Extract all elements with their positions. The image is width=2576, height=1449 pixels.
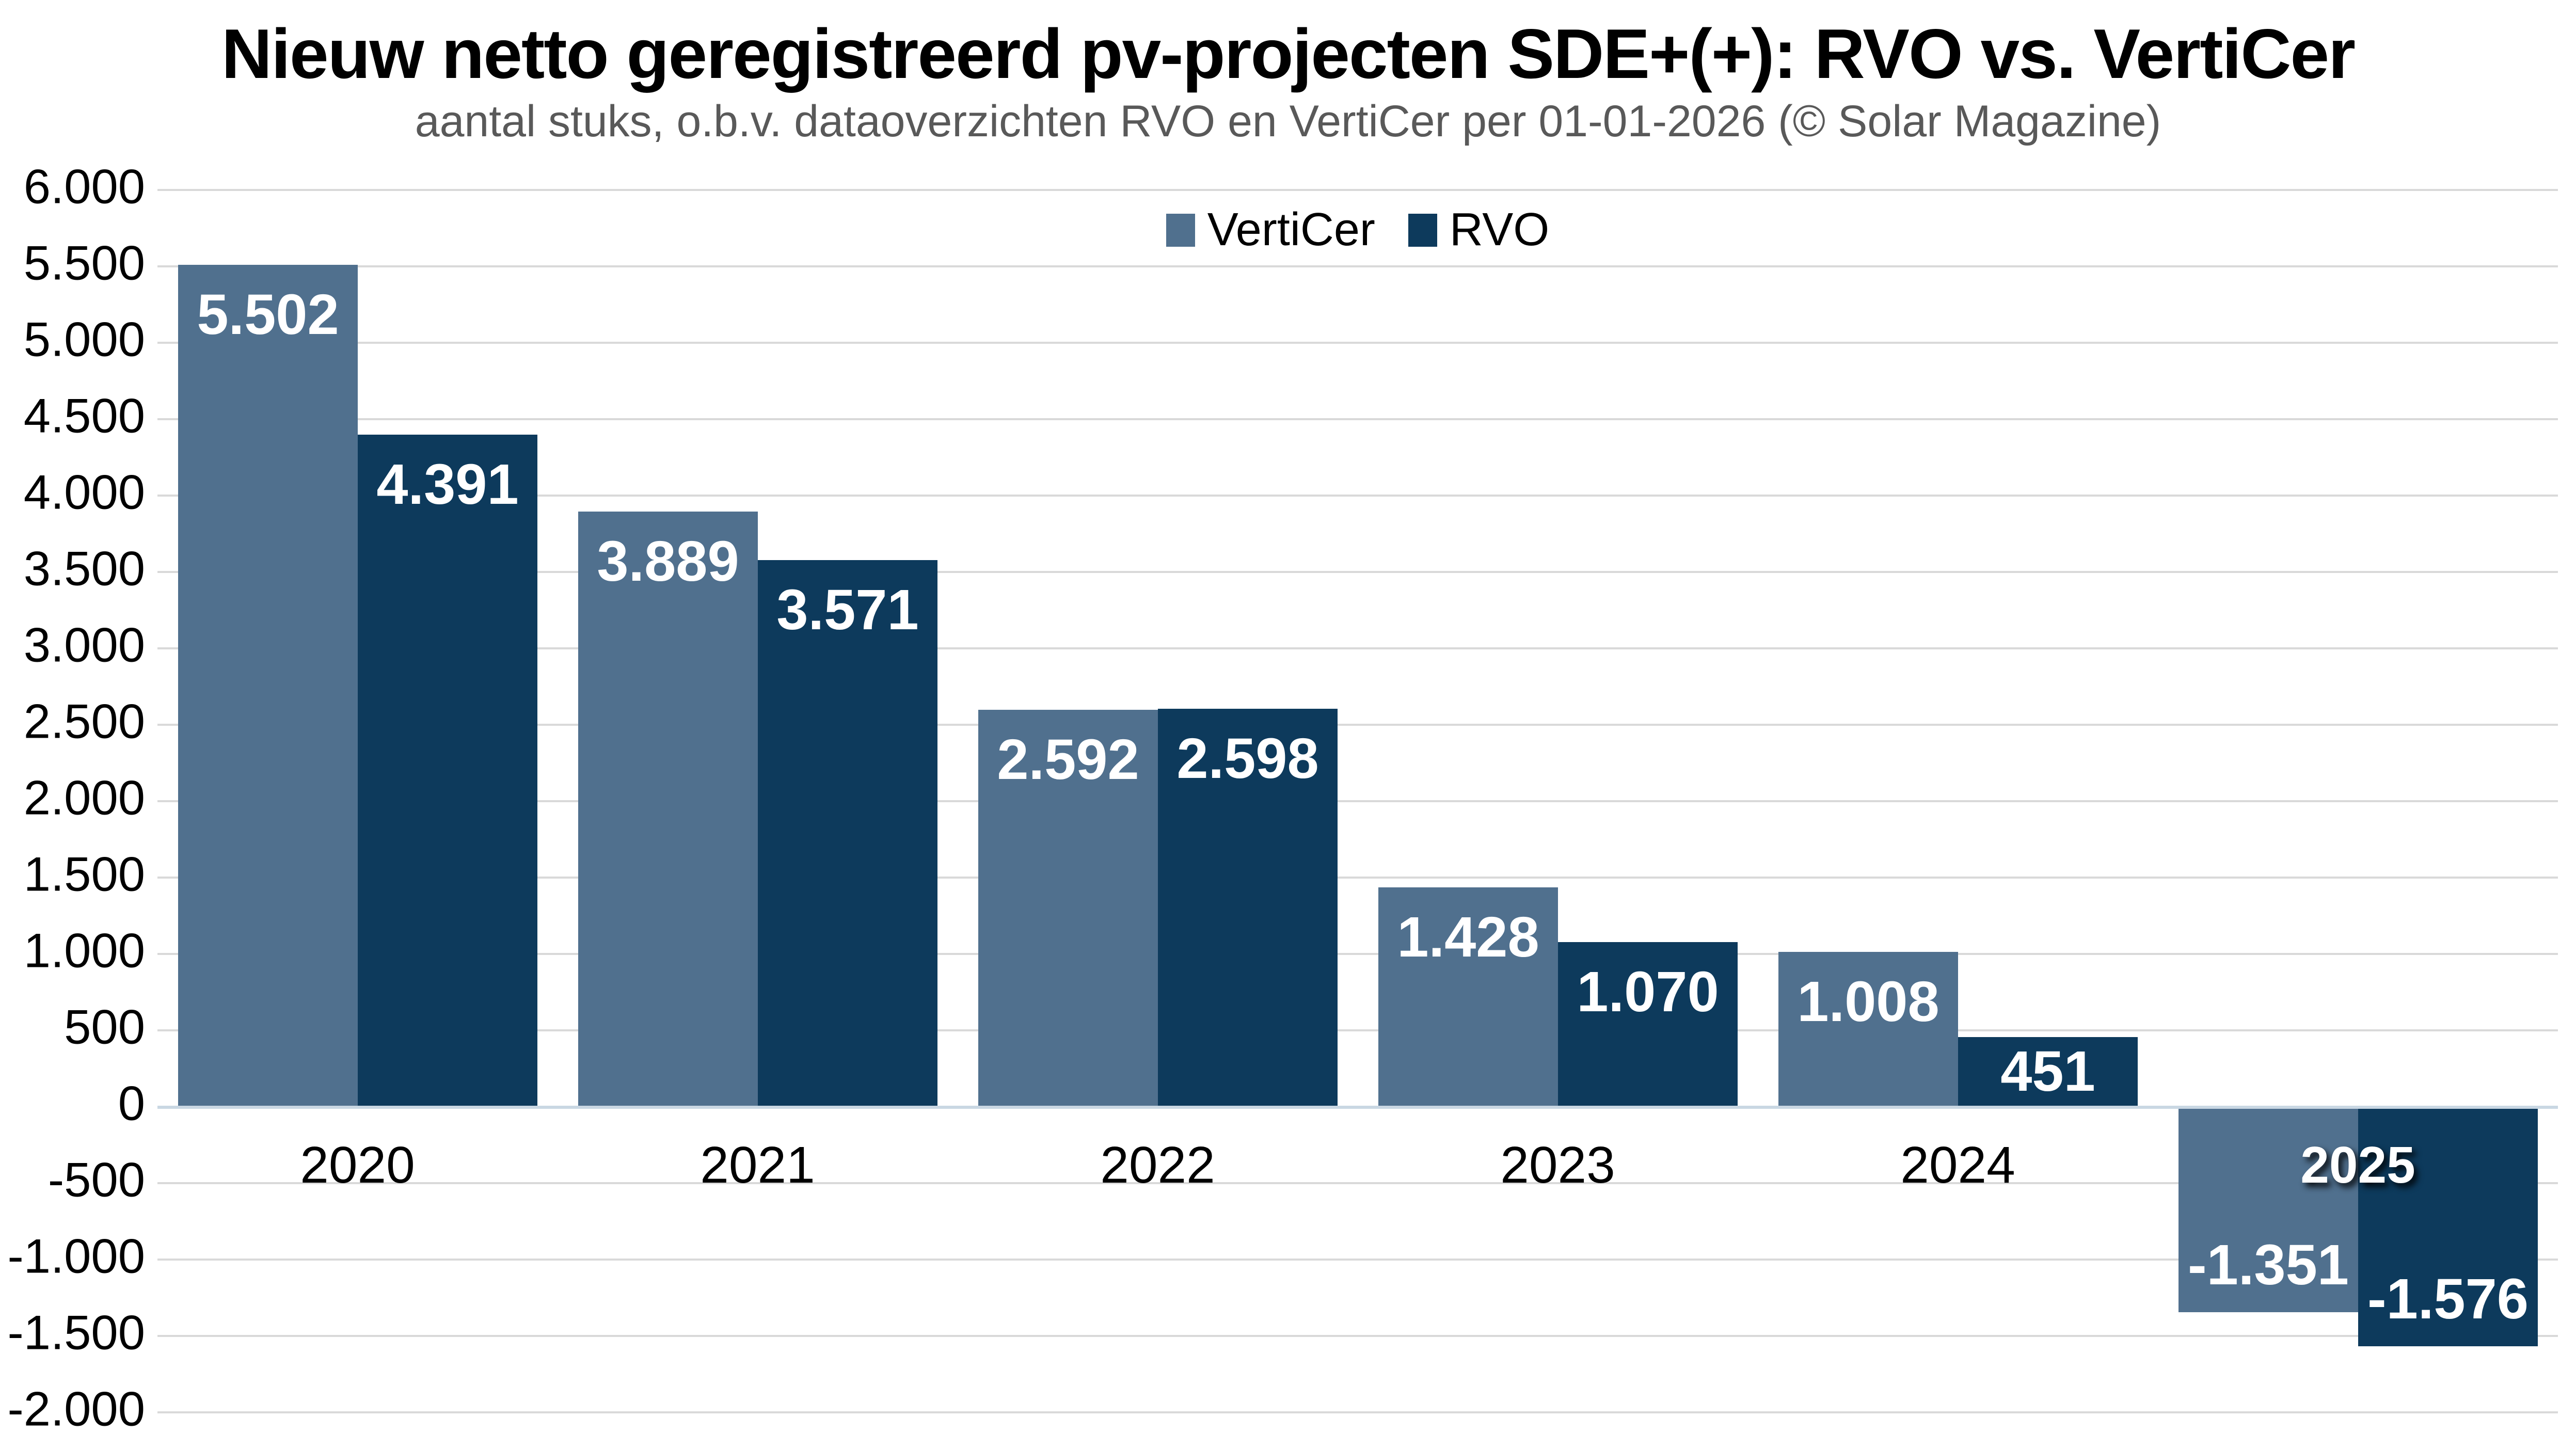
legend-item-rvo: RVO: [1408, 203, 1549, 257]
bar-value-label: 451: [2000, 1039, 2095, 1103]
gridline: [157, 189, 2558, 191]
gridline: [157, 953, 2558, 955]
y-axis-tick-label: 5.000: [23, 312, 145, 367]
y-axis-tick-label: -1.500: [7, 1305, 145, 1360]
bar-verticer-2022: 2.592: [978, 710, 1158, 1106]
bar-rvo-2022: 2.598: [1158, 709, 1338, 1106]
legend-item-verticer: VertiCer: [1166, 203, 1375, 257]
bar-value-label: 3.889: [597, 530, 739, 593]
gridline: [157, 571, 2558, 573]
y-axis-tick-label: 6.000: [23, 159, 145, 214]
y-axis-tick-label: 1.500: [23, 847, 145, 901]
y-axis-tick-label: 500: [64, 999, 145, 1054]
y-axis-tick-label: 1.000: [23, 923, 145, 978]
legend-swatch-rvo: [1408, 213, 1437, 247]
x-axis-label-2023: 2023: [1500, 1136, 1615, 1194]
gridline: [157, 1411, 2558, 1413]
y-axis-tick-label: 4.000: [23, 465, 145, 519]
gridline: [157, 418, 2558, 420]
bar-verticer-2023: 1.428: [1378, 887, 1558, 1106]
gridline: [157, 265, 2558, 267]
y-axis-tick-label: 0: [118, 1076, 145, 1130]
gridline: [157, 647, 2558, 649]
bar-value-label: 1.070: [1577, 960, 1719, 1024]
y-axis-tick-label: 3.500: [23, 541, 145, 596]
legend-label: RVO: [1449, 204, 1550, 256]
gridline: [157, 342, 2558, 344]
zero-axis-line: [157, 1106, 2558, 1109]
gridline: [157, 1335, 2558, 1337]
gridline: [157, 877, 2558, 879]
gridline: [157, 1029, 2558, 1031]
gridline: [157, 724, 2558, 726]
bar-value-label: 5.502: [197, 283, 339, 346]
bar-rvo-2025: -1.576: [2358, 1109, 2538, 1346]
bar-rvo-2020: 4.391: [358, 435, 537, 1106]
x-axis-label-2024: 2024: [1900, 1136, 2015, 1194]
bar-verticer-2024: 1.008: [1778, 952, 1958, 1106]
bar-value-label: -1.576: [2367, 1267, 2529, 1331]
x-axis-label-2022: 2022: [1100, 1136, 1215, 1194]
bar-rvo-2024: 451: [1958, 1037, 2138, 1106]
y-axis-tick-label: -1.000: [7, 1229, 145, 1283]
legend: VertiCer RVO: [157, 203, 2558, 257]
legend-label: VertiCer: [1207, 204, 1375, 256]
bar-value-label: 3.571: [776, 578, 919, 642]
chart-subtitle: aantal stuks, o.b.v. dataoverzichten RVO…: [415, 97, 2161, 146]
y-axis-tick-label: 5.500: [23, 235, 145, 290]
bar-verticer-2025: -1.351: [2179, 1109, 2358, 1312]
y-axis-tick-label: -500: [47, 1152, 145, 1207]
bar-value-label: 4.391: [376, 453, 519, 516]
y-axis-tick-label: -2.000: [7, 1381, 145, 1436]
bar-rvo-2021: 3.571: [758, 560, 937, 1106]
bar-verticer-2020: 5.502: [178, 265, 358, 1106]
x-axis-label-2025: 2025: [2300, 1136, 2415, 1194]
legend-swatch-verticer: [1166, 213, 1195, 247]
y-axis-tick-label: 2.500: [23, 694, 145, 749]
y-axis-tick-label: 4.500: [23, 388, 145, 443]
gridline: [157, 800, 2558, 802]
gridline: [157, 1182, 2558, 1184]
gridline: [157, 1259, 2558, 1261]
y-axis-tick-label: 3.000: [23, 617, 145, 672]
bar-value-label: 1.008: [1797, 970, 1939, 1033]
bar-value-label: 1.428: [1397, 905, 1539, 969]
bar-rvo-2023: 1.070: [1558, 942, 1738, 1106]
bar-value-label: 2.592: [997, 728, 1139, 791]
chart-title: Nieuw netto geregistreerd pv-projecten S…: [221, 14, 2356, 93]
x-axis-label-2021: 2021: [700, 1136, 815, 1194]
x-axis-label-2020: 2020: [300, 1136, 415, 1194]
bar-value-label: 2.598: [1176, 727, 1319, 790]
bar-value-label: -1.351: [2188, 1233, 2349, 1297]
y-axis-tick-label: 2.000: [23, 770, 145, 825]
gridline: [157, 495, 2558, 497]
bar-verticer-2021: 3.889: [578, 512, 758, 1106]
